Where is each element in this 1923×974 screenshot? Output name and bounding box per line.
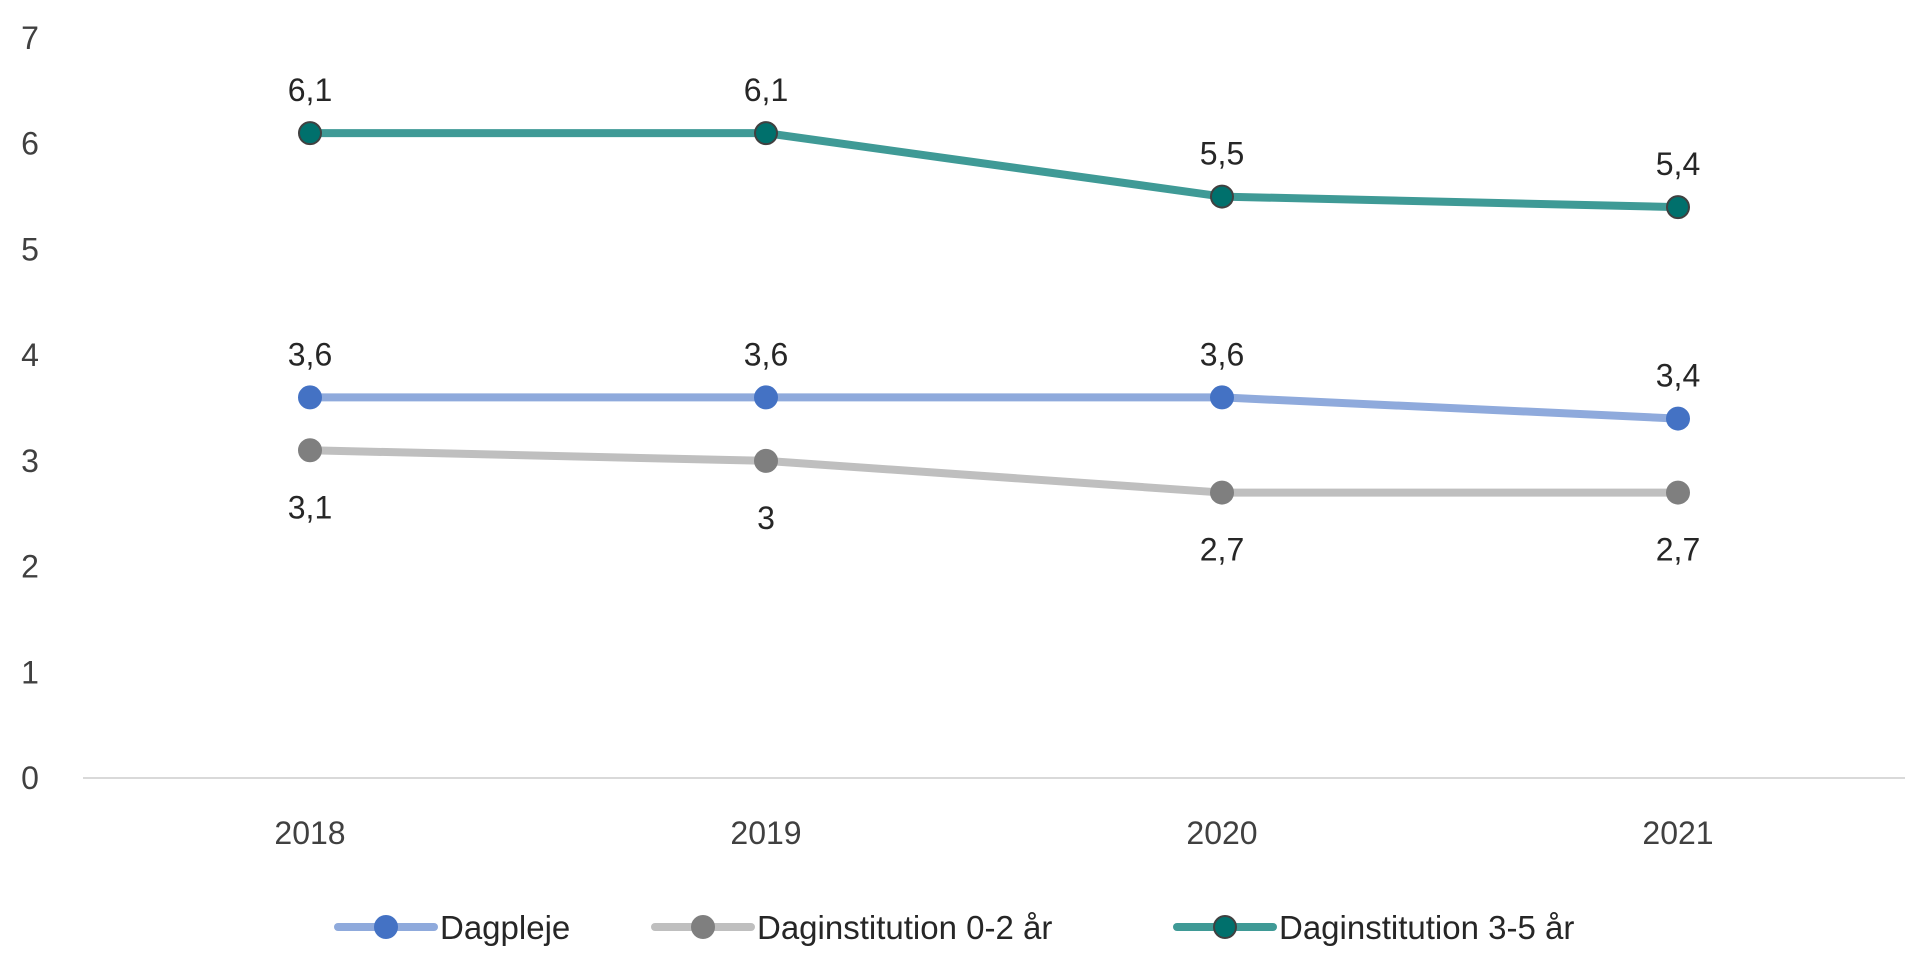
legend-label: Daginstitution 0-2 år — [757, 909, 1052, 946]
data-point — [1666, 406, 1690, 431]
data-point — [298, 438, 322, 463]
data-label: 3 — [757, 500, 775, 536]
series-markers — [298, 121, 1690, 505]
data-point — [1210, 385, 1234, 410]
data-label: 3,1 — [288, 489, 332, 525]
legend-marker — [374, 915, 398, 939]
legend-item: Daginstitution 3-5 år — [1173, 909, 1574, 946]
data-point — [298, 385, 322, 410]
data-point — [754, 385, 778, 410]
data-point — [1666, 195, 1690, 220]
data-point — [1210, 480, 1234, 505]
legend-marker — [691, 915, 715, 939]
y-tick-label: 3 — [21, 443, 39, 479]
legend-label: Dagpleje — [440, 909, 570, 946]
y-axis: 0 1 2 3 4 5 6 7 — [21, 20, 39, 796]
data-label: 2,7 — [1200, 532, 1244, 568]
x-tick-label: 2018 — [274, 815, 345, 851]
y-tick-label: 0 — [21, 760, 39, 796]
series-line — [306, 446, 1682, 497]
data-point — [754, 121, 778, 146]
x-tick-label: 2021 — [1642, 815, 1713, 851]
data-label: 5,4 — [1656, 146, 1700, 182]
y-tick-label: 6 — [21, 126, 39, 162]
data-label: 2,7 — [1656, 532, 1700, 568]
data-label: 6,1 — [288, 72, 332, 108]
legend-marker — [1213, 915, 1237, 939]
data-point — [1666, 480, 1690, 505]
data-point — [298, 121, 322, 146]
y-tick-label: 1 — [21, 654, 39, 690]
y-tick-label: 5 — [21, 231, 39, 267]
x-tick-label: 2020 — [1186, 815, 1257, 851]
y-tick-label: 4 — [21, 337, 39, 373]
data-label: 5,5 — [1200, 136, 1244, 172]
data-labels: 3,6 3,6 3,6 3,4 3,1 3 2,7 2,7 6,1 6,1 5,5 5,4 — [288, 72, 1700, 567]
series-line — [306, 129, 1682, 212]
data-label: 6,1 — [744, 72, 788, 108]
data-label: 3,6 — [744, 336, 788, 372]
data-label: 3,4 — [1656, 358, 1700, 394]
legend-item: Daginstitution 0-2 år — [651, 909, 1052, 946]
data-label: 3,6 — [288, 336, 332, 372]
data-label: 3,6 — [1200, 336, 1244, 372]
x-axis: 2018 2019 2020 2021 — [274, 815, 1713, 851]
data-point — [754, 448, 778, 473]
series-line — [306, 393, 1682, 423]
data-point — [1210, 184, 1234, 209]
legend-item: Dagpleje — [334, 909, 570, 946]
y-tick-label: 7 — [21, 20, 39, 56]
legend-label: Daginstitution 3-5 år — [1279, 909, 1574, 946]
y-tick-label: 2 — [21, 549, 39, 585]
series-lines — [306, 129, 1682, 497]
x-tick-label: 2019 — [730, 815, 801, 851]
legend: Dagpleje Daginstitution 0-2 år Daginstitut… — [334, 909, 1574, 946]
